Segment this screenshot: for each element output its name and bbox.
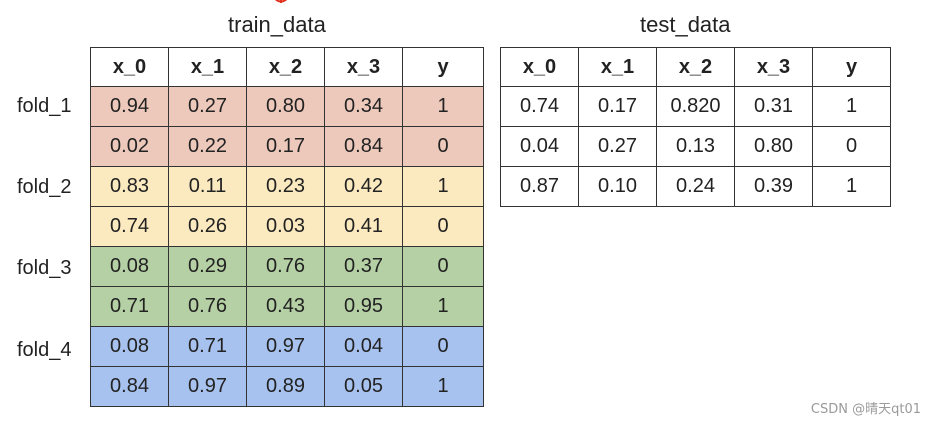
test-cell: 0.17 — [578, 86, 657, 127]
test-cell: 0 — [812, 126, 891, 167]
train-data-table: x_0 x_1 x_2 x_3 y 0.94 0.27 0.80 0.34 1 0.02 0.22 0… — [90, 47, 484, 407]
train-cell: 0.80 — [246, 86, 325, 127]
train-cell: 0.34 — [324, 86, 403, 127]
train-cell: 1 — [402, 366, 484, 407]
fold-label-1: fold_1 — [17, 95, 72, 117]
train-cell: 0 — [402, 126, 484, 167]
fold-label-3: fold_3 — [17, 257, 72, 279]
test-cell: 1 — [812, 86, 891, 127]
train-column-header: x_2 — [246, 47, 325, 87]
train-cell: 0.83 — [90, 166, 169, 207]
train-cell: 0.41 — [324, 206, 403, 247]
train-cell: 0.27 — [168, 86, 247, 127]
test-column-header: x_0 — [500, 47, 579, 87]
train-cell: 0.08 — [90, 326, 169, 367]
fold-label-4: fold_4 — [17, 339, 72, 361]
train-cell: 0.71 — [90, 286, 169, 327]
test-cell: 0.27 — [578, 126, 657, 167]
train-cell: 0 — [402, 326, 484, 367]
train-column-header: y — [402, 47, 484, 87]
train-cell: 0.37 — [324, 246, 403, 287]
train-cell: 0.26 — [168, 206, 247, 247]
red-arrow-mark — [275, 0, 287, 3]
train-cell: 0.05 — [324, 366, 403, 407]
train-cell: 1 — [402, 86, 484, 127]
train-header-row: x_0 x_1 x_2 x_3 y — [90, 47, 484, 87]
test-data-title: test_data — [640, 12, 731, 37]
test-cell: 0.10 — [578, 166, 657, 207]
train-column-header: x_3 — [324, 47, 403, 87]
train-cell: 0.04 — [324, 326, 403, 367]
test-cell: 0.39 — [734, 166, 813, 207]
train-cell: 0.03 — [246, 206, 325, 247]
train-cell: 0.08 — [90, 246, 169, 287]
train-cell: 0.71 — [168, 326, 247, 367]
train-cell: 0.76 — [168, 286, 247, 327]
train-cell: 0.97 — [168, 366, 247, 407]
fold-label-2: fold_2 — [17, 176, 72, 198]
train-cell: 0.76 — [246, 246, 325, 287]
train-column-header: x_0 — [90, 47, 169, 87]
train-cell: 1 — [402, 286, 484, 327]
train-cell: 0.94 — [90, 86, 169, 127]
test-row: 0.87 0.10 0.24 0.39 1 — [500, 166, 891, 207]
train-cell: 0.11 — [168, 166, 247, 207]
test-cell: 0.80 — [734, 126, 813, 167]
train-cell: 0.89 — [246, 366, 325, 407]
test-cell: 0.820 — [656, 86, 735, 127]
watermark: CSDN @晴天qt01 — [810, 402, 921, 417]
test-body: 0.74 0.17 0.820 0.31 1 0.04 0.27 0.13 0.80 0 0.87 0… — [500, 86, 891, 207]
test-column-header: x_3 — [734, 47, 813, 87]
test-cell: 0.24 — [656, 166, 735, 207]
train-row: 0.08 0.71 0.97 0.04 0 — [90, 326, 484, 367]
train-cell: 0.22 — [168, 126, 247, 167]
train-cell: 0 — [402, 206, 484, 247]
test-column-header: y — [812, 47, 891, 87]
train-row: 0.08 0.29 0.76 0.37 0 — [90, 246, 484, 287]
train-cell: 0.17 — [246, 126, 325, 167]
train-row: 0.71 0.76 0.43 0.95 1 — [90, 286, 484, 327]
train-cell: 0.29 — [168, 246, 247, 287]
test-cell: 0.74 — [500, 86, 579, 127]
train-cell: 0 — [402, 246, 484, 287]
train-column-header: x_1 — [168, 47, 247, 87]
test-cell: 0.04 — [500, 126, 579, 167]
train-row: 0.84 0.97 0.89 0.05 1 — [90, 366, 484, 407]
train-data-title: train_data — [228, 12, 326, 37]
test-column-header: x_2 — [656, 47, 735, 87]
train-row: 0.83 0.11 0.23 0.42 1 — [90, 166, 484, 207]
test-cell: 0.31 — [734, 86, 813, 127]
train-row: 0.74 0.26 0.03 0.41 0 — [90, 206, 484, 247]
train-body: 0.94 0.27 0.80 0.34 1 0.02 0.22 0.17 0.84 0 0.83 0.… — [90, 86, 484, 407]
train-cell: 1 — [402, 166, 484, 207]
train-cell: 0.84 — [324, 126, 403, 167]
train-row: 0.94 0.27 0.80 0.34 1 — [90, 86, 484, 127]
train-cell: 0.95 — [324, 286, 403, 327]
train-cell: 0.74 — [90, 206, 169, 247]
test-row: 0.74 0.17 0.820 0.31 1 — [500, 86, 891, 127]
train-cell: 0.42 — [324, 166, 403, 207]
train-cell: 0.23 — [246, 166, 325, 207]
test-header-row: x_0 x_1 x_2 x_3 y — [500, 47, 891, 87]
train-cell: 0.97 — [246, 326, 325, 367]
test-data-table: x_0 x_1 x_2 x_3 y 0.74 0.17 0.820 0.31 1 0.04 0.27… — [500, 47, 891, 207]
train-cell: 0.02 — [90, 126, 169, 167]
test-row: 0.04 0.27 0.13 0.80 0 — [500, 126, 891, 167]
test-cell: 1 — [812, 166, 891, 207]
train-row: 0.02 0.22 0.17 0.84 0 — [90, 126, 484, 167]
train-cell: 0.84 — [90, 366, 169, 407]
test-cell: 0.13 — [656, 126, 735, 167]
test-column-header: x_1 — [578, 47, 657, 87]
test-cell: 0.87 — [500, 166, 579, 207]
train-cell: 0.43 — [246, 286, 325, 327]
